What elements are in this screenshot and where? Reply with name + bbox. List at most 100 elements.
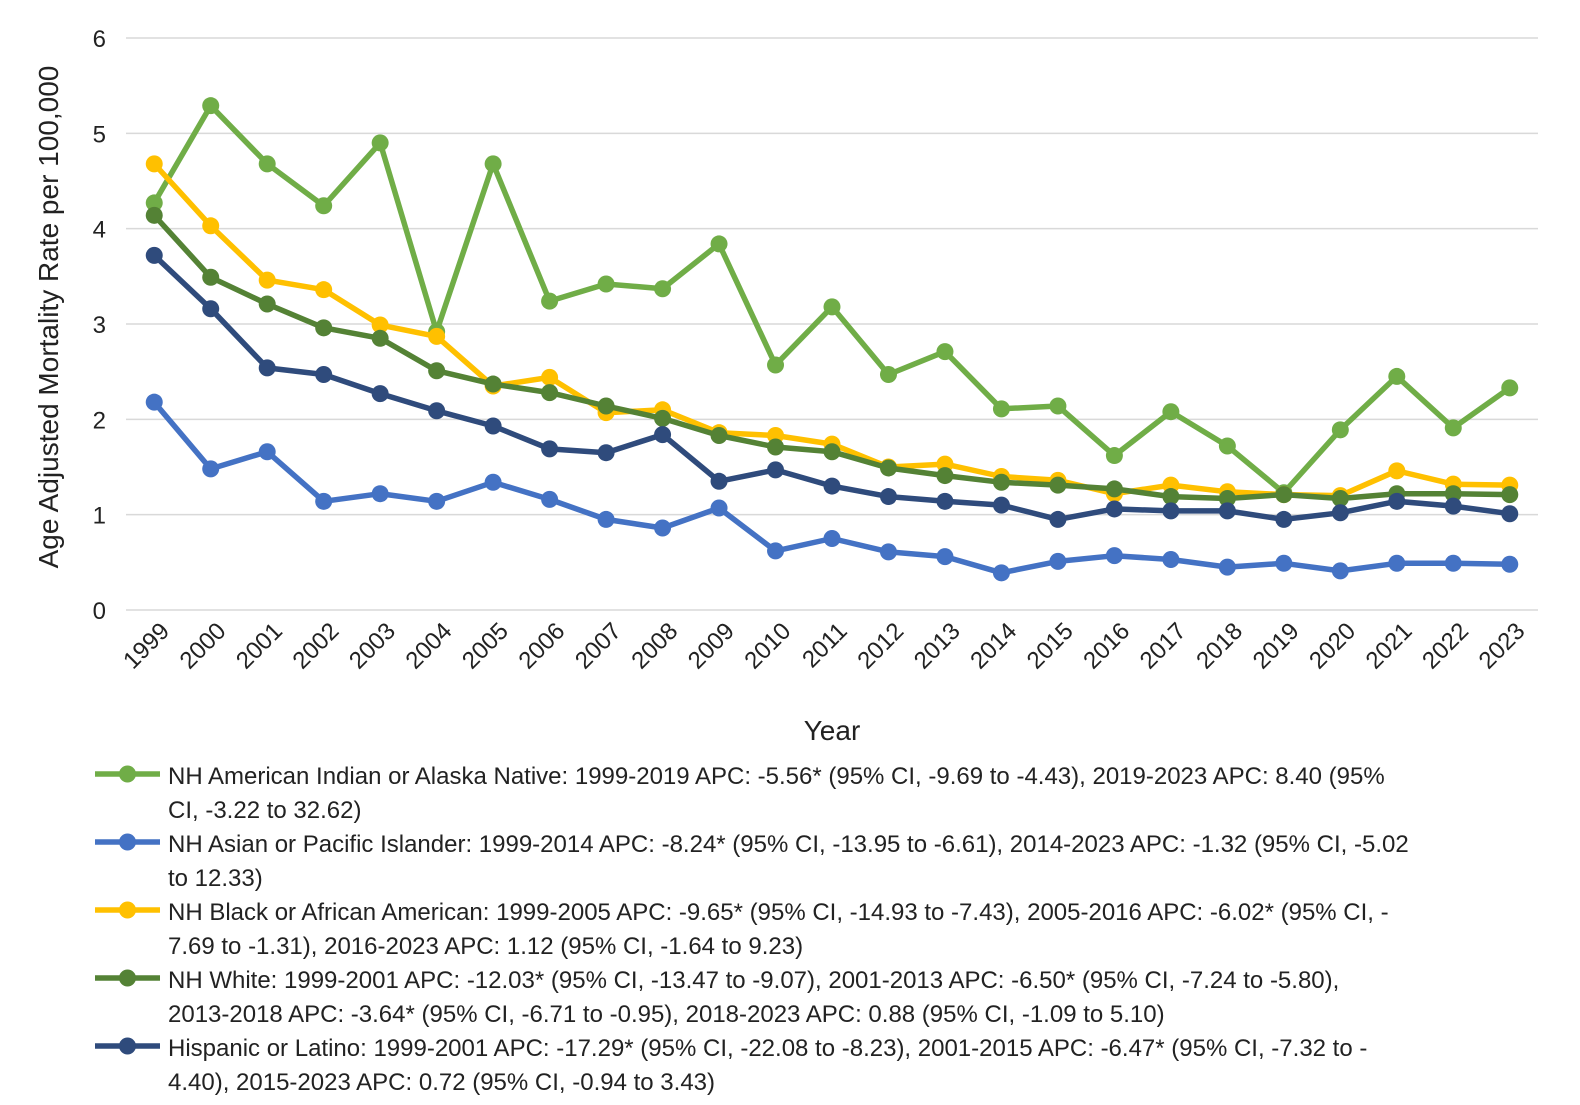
data-point [1049,510,1067,528]
data-point [145,393,163,411]
data-point [258,443,276,461]
data-point [371,329,389,347]
data-point [1388,492,1406,510]
x-tick-label: 2022 [1417,618,1474,675]
data-point [145,155,163,173]
x-tick-label: 2018 [1191,618,1248,675]
data-point [1444,485,1462,503]
y-tick-label: 3 [93,312,106,339]
y-tick-label: 2 [93,407,106,434]
data-point [1049,397,1067,415]
legend-item: NH Asian or Pacific Islander: 1999-2014 … [95,831,1409,892]
data-point [315,492,333,510]
x-tick-label: 2003 [344,618,401,675]
data-point [1501,555,1519,573]
data-point [258,295,276,313]
x-tick-label: 1999 [118,618,175,675]
y-tick-label: 4 [93,217,106,244]
x-axis-title: Year [804,715,861,746]
data-point [315,366,333,384]
data-point [1218,502,1236,520]
data-point [767,461,785,479]
x-tick-label: 2008 [626,618,683,675]
x-tick-label: 2021 [1361,618,1418,675]
data-point [371,385,389,403]
y-tick-label: 5 [93,121,106,148]
x-tick-label: 2010 [739,618,796,675]
data-point [541,292,559,310]
x-tick-label: 2014 [965,618,1022,675]
data-point [936,343,954,361]
data-point [1162,488,1180,506]
data-point [654,519,672,537]
data-point [1444,497,1462,515]
data-point [1218,489,1236,507]
data-point [879,459,897,477]
data-point [1162,403,1180,421]
data-point [315,197,333,215]
data-point [597,510,615,528]
legend-marker [119,1037,136,1055]
data-point [145,246,163,264]
data-point [879,366,897,384]
data-point [992,564,1010,582]
data-point [1444,554,1462,572]
legend-item: Hispanic or Latino: 1999-2001 APC: -17.2… [95,1035,1367,1096]
data-point [1105,500,1123,518]
y-tick-label: 0 [93,598,106,625]
data-point [1162,550,1180,568]
legend-label-line: Hispanic or Latino: 1999-2001 APC: -17.2… [168,1035,1367,1062]
data-point [371,134,389,152]
data-point [258,155,276,173]
data-point [1331,504,1349,522]
data-point [1049,552,1067,570]
x-tick-label: 2000 [175,618,232,675]
legend-marker [119,969,136,987]
data-point [597,444,615,462]
data-point [428,362,446,380]
data-point [1388,367,1406,385]
y-axis: 0 1 2 3 4 5 6 [93,26,106,625]
legend: NH American Indian or Alaska Native: 199… [95,763,1409,1096]
data-point [145,194,163,212]
legend-marker [119,901,136,919]
data-point [1218,437,1236,455]
legend-label: Hispanic or Latino: 1999-2001 APC: -17.2… [168,1035,1367,1096]
data-point [992,473,1010,491]
data-point [428,492,446,510]
data-point [1388,554,1406,572]
data-point [145,206,163,224]
data-point [1105,447,1123,465]
data-point [541,490,559,508]
y-tick-label: 1 [93,503,106,530]
data-point [1105,547,1123,565]
data-point [541,440,559,458]
data-point [654,280,672,298]
data-point [202,217,220,235]
legend-marker [119,765,136,783]
data-point [597,275,615,293]
data-point [1501,486,1519,504]
data-point [258,271,276,289]
series-lines [145,97,1519,582]
legend-label: NH Asian or Pacific Islander: 1999-2014 … [168,831,1409,892]
x-tick-label: 2015 [1022,618,1079,675]
legend-label-line: NH American Indian or Alaska Native: 199… [168,763,1385,790]
y-axis-title: Age Adjusted Mortality Rate per 100,000 [33,66,64,569]
data-point [541,368,559,386]
legend-marker [119,833,136,851]
data-point [315,319,333,337]
legend-label: NH Black or African American: 1999-2005 … [168,899,1389,960]
x-tick-label: 2016 [1078,618,1135,675]
data-point [1444,419,1462,437]
data-point [992,400,1010,418]
x-axis: 1999 2000 2001 2002 2003 2004 2005 2006 2007 2008… [118,618,1530,675]
data-point [992,496,1010,514]
data-point [767,356,785,374]
legend-label-line: 2013-2018 APC: -3.64* (95% CI, -6.71 to … [168,1001,1165,1028]
x-tick-label: 2012 [852,618,909,675]
gridlines [126,37,1538,611]
data-point [371,316,389,334]
data-point [371,485,389,503]
